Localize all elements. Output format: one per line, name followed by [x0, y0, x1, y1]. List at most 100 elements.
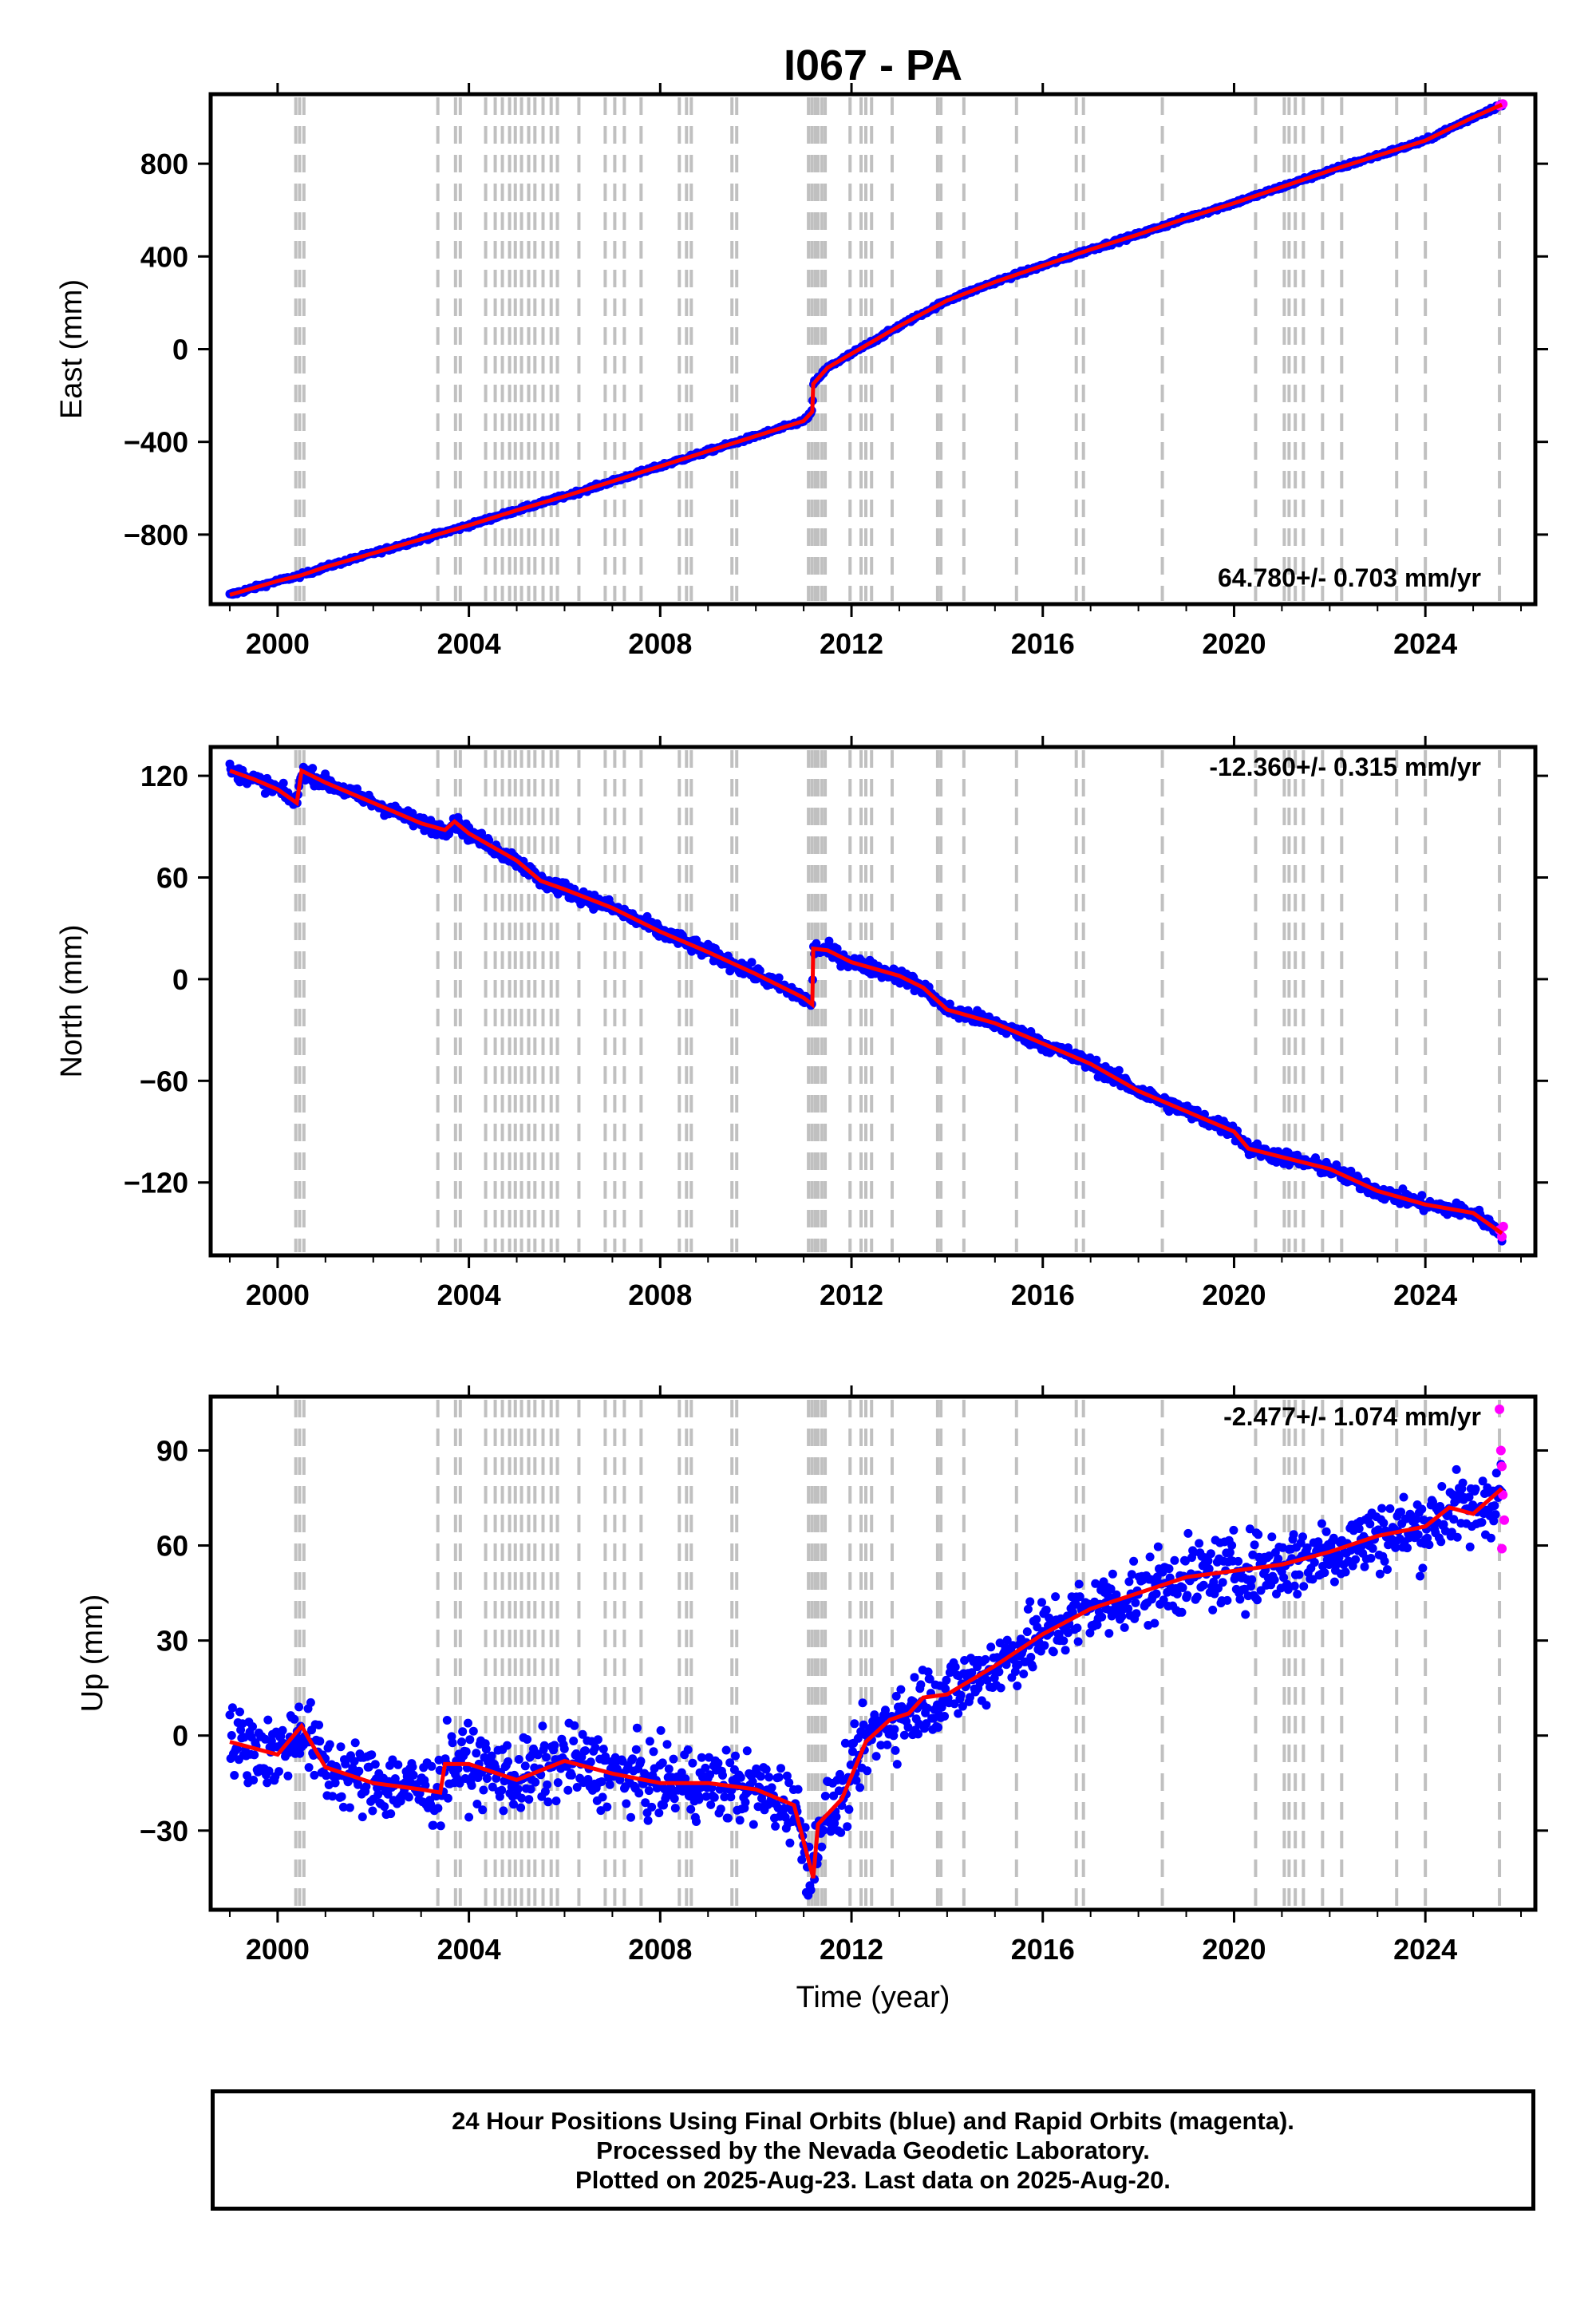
data-point [1314, 1537, 1323, 1547]
data-point [361, 1782, 371, 1791]
data-point [478, 1805, 488, 1815]
east-model-line [229, 102, 1503, 597]
north-y-axis-label: North (mm) [55, 924, 89, 1077]
data-point [720, 1792, 729, 1802]
data-point [1471, 1484, 1480, 1494]
data-point [903, 1722, 913, 1732]
north-final-orbit-points [225, 759, 1507, 1246]
data-point [701, 1792, 711, 1801]
x-tick-label: 2012 [820, 627, 883, 660]
data-point [1477, 1518, 1487, 1527]
data-point [368, 1806, 377, 1816]
data-point [308, 764, 318, 773]
data-point [832, 944, 842, 954]
data-point [774, 973, 784, 982]
data-point [1245, 1524, 1254, 1534]
data-point [1299, 1582, 1309, 1591]
x-tick-label: 2020 [1202, 1279, 1266, 1311]
data-point [967, 1668, 977, 1678]
rapid-point [1499, 1515, 1510, 1525]
data-point [916, 1680, 926, 1690]
data-point [853, 1733, 863, 1743]
data-point [1023, 1604, 1033, 1614]
up-final-orbit-points [225, 1460, 1507, 1900]
data-point [227, 1731, 236, 1740]
data-point [239, 1733, 249, 1742]
data-point [1250, 1540, 1259, 1550]
caption-box: 24 Hour Positions Using Final Orbits (bl… [211, 2089, 1535, 2211]
data-point [1229, 1525, 1238, 1535]
data-point [1204, 1564, 1214, 1574]
data-point [542, 1753, 551, 1762]
y-tick-label: 0 [172, 334, 188, 366]
x-tick-label: 2012 [820, 1933, 883, 1966]
data-point [1417, 1504, 1427, 1514]
x-tick-label: 2000 [246, 627, 310, 660]
data-point [705, 1770, 715, 1780]
data-point [526, 1784, 535, 1794]
data-point [669, 1754, 678, 1764]
up-y-axis-label: Up (mm) [76, 1595, 109, 1713]
data-point [350, 1757, 359, 1766]
data-point [338, 1802, 348, 1812]
data-point [283, 1771, 293, 1780]
x-axis-label: Time (year) [796, 1981, 950, 2014]
data-point [890, 1725, 899, 1734]
data-point [891, 1691, 901, 1701]
data-point [1192, 1592, 1202, 1602]
data-point [1436, 1537, 1446, 1547]
data-point [883, 1740, 892, 1749]
data-point [1028, 1662, 1037, 1672]
data-point [819, 1825, 828, 1835]
data-point [267, 1737, 276, 1745]
data-point [1341, 1567, 1350, 1577]
data-point [551, 1796, 561, 1806]
data-point [742, 1746, 752, 1756]
data-point [1208, 1605, 1218, 1614]
data-point [1019, 1670, 1029, 1678]
east-y-axis-label: East (mm) [55, 279, 89, 419]
data-point [800, 1823, 810, 1832]
data-point [294, 1702, 304, 1712]
y-tick-label: −60 [140, 1065, 188, 1097]
data-point [523, 1735, 532, 1744]
data-point [290, 1714, 299, 1724]
data-point [467, 1780, 476, 1790]
data-point [433, 1804, 443, 1813]
data-point [448, 1738, 457, 1748]
y-tick-label: 60 [156, 1530, 188, 1563]
data-point [509, 1800, 518, 1809]
data-point [1153, 1542, 1163, 1551]
data-point [956, 1690, 966, 1700]
rapid-point [1497, 1461, 1507, 1472]
data-point [1385, 1504, 1395, 1513]
data-point [461, 1747, 471, 1757]
data-point [1068, 1607, 1077, 1617]
data-point [1449, 1515, 1459, 1524]
data-point [1458, 1478, 1468, 1488]
data-point [626, 1812, 635, 1822]
data-point [881, 1705, 890, 1715]
data-point [1041, 1605, 1051, 1614]
data-point [645, 1737, 654, 1746]
data-point [701, 1763, 710, 1773]
data-point [1428, 1497, 1437, 1507]
data-point [832, 1812, 841, 1821]
data-point [817, 1842, 827, 1852]
data-point [1317, 1519, 1326, 1528]
data-point [1026, 1653, 1036, 1662]
data-point [1049, 1647, 1058, 1657]
caption-line-1: 24 Hour Positions Using Final Orbits (bl… [452, 2106, 1294, 2135]
data-point [442, 1716, 452, 1725]
data-point [767, 1783, 776, 1792]
data-point [954, 1709, 963, 1718]
data-point [1368, 1543, 1377, 1553]
data-point [1234, 1556, 1243, 1566]
data-point [602, 1802, 612, 1812]
data-point [749, 1820, 758, 1829]
data-point [310, 1770, 319, 1780]
data-point [1164, 1564, 1174, 1574]
data-point [764, 1773, 774, 1782]
data-point [636, 1757, 646, 1766]
